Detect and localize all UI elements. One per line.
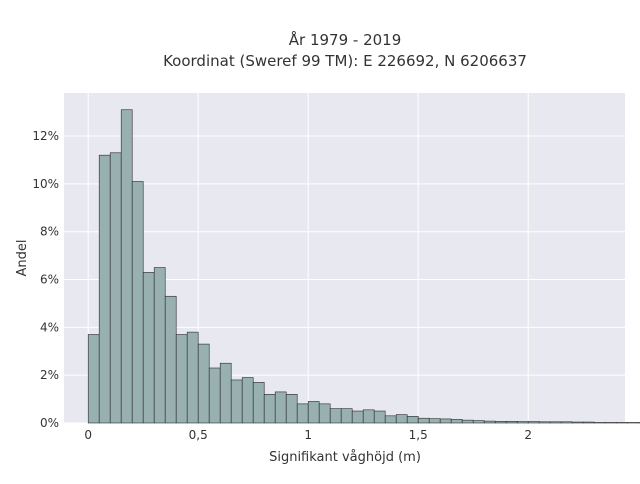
x-tick-label: 2 [524,428,532,442]
histogram-bar [165,296,176,423]
histogram-bar [88,335,99,423]
y-tick-label: 8% [40,225,59,239]
histogram-bar [495,421,506,423]
x-axis-title: Signifikant våghöjd (m) [269,450,421,465]
histogram-bar [231,380,242,423]
histogram-bar [198,344,209,423]
histogram-bar [539,422,550,423]
histogram-bar [572,422,583,423]
histogram-bar [187,332,198,423]
y-tick-label: 12% [32,129,59,143]
histogram-bar [297,404,308,423]
histogram-bar [110,153,121,423]
histogram-bar [99,155,110,423]
histogram-bar [275,392,286,423]
histogram-bar [286,394,297,423]
histogram-bar [264,394,275,423]
histogram-bar [363,410,374,423]
histogram-bar [462,420,473,423]
y-axis-title: Andel [15,240,30,277]
histogram-bar [242,378,253,423]
x-tick-label: 0,5 [189,428,208,442]
histogram-bar [330,409,341,423]
histogram-bar [440,419,451,423]
histogram-bar [176,335,187,423]
histogram-bar [484,421,495,423]
chart-title-line-1: År 1979 - 2019 [289,30,402,49]
histogram-bar [220,363,231,423]
chart-title-line-2: Koordinat (Sweref 99 TM): E 226692, N 62… [163,52,527,70]
histogram-bar [561,422,572,423]
x-tick-label: 1 [304,428,312,442]
x-tick-label: 0 [84,428,92,442]
x-tick-label: 1,5 [409,428,428,442]
histogram-bar [121,110,132,423]
histogram-bar [209,368,220,423]
histogram-bar [528,422,539,423]
histogram-bar [451,419,462,423]
y-tick-label: 0% [40,416,59,430]
y-tick-label: 2% [40,368,59,382]
histogram-bar [418,418,429,423]
histogram-bar [517,422,528,423]
histogram-bar [583,422,594,423]
histogram-bar [253,382,264,423]
histogram-bar [407,416,418,423]
y-tick-label: 4% [40,320,59,334]
histogram-bar [429,419,440,423]
histogram-bar [396,415,407,423]
histogram-bar [352,411,363,423]
histogram-bar [341,409,352,423]
histogram-bar [385,416,396,423]
histogram-bar [154,268,165,423]
histogram-bar [308,401,319,423]
histogram-bar [550,422,561,423]
histogram-bar [473,421,484,423]
histogram-bar [132,181,143,423]
histogram-bar [319,404,330,423]
histogram-bar [143,272,154,423]
y-tick-label: 6% [40,273,59,287]
histogram-bar [374,411,385,423]
histogram-bar [506,421,517,423]
y-tick-label: 10% [32,177,59,191]
